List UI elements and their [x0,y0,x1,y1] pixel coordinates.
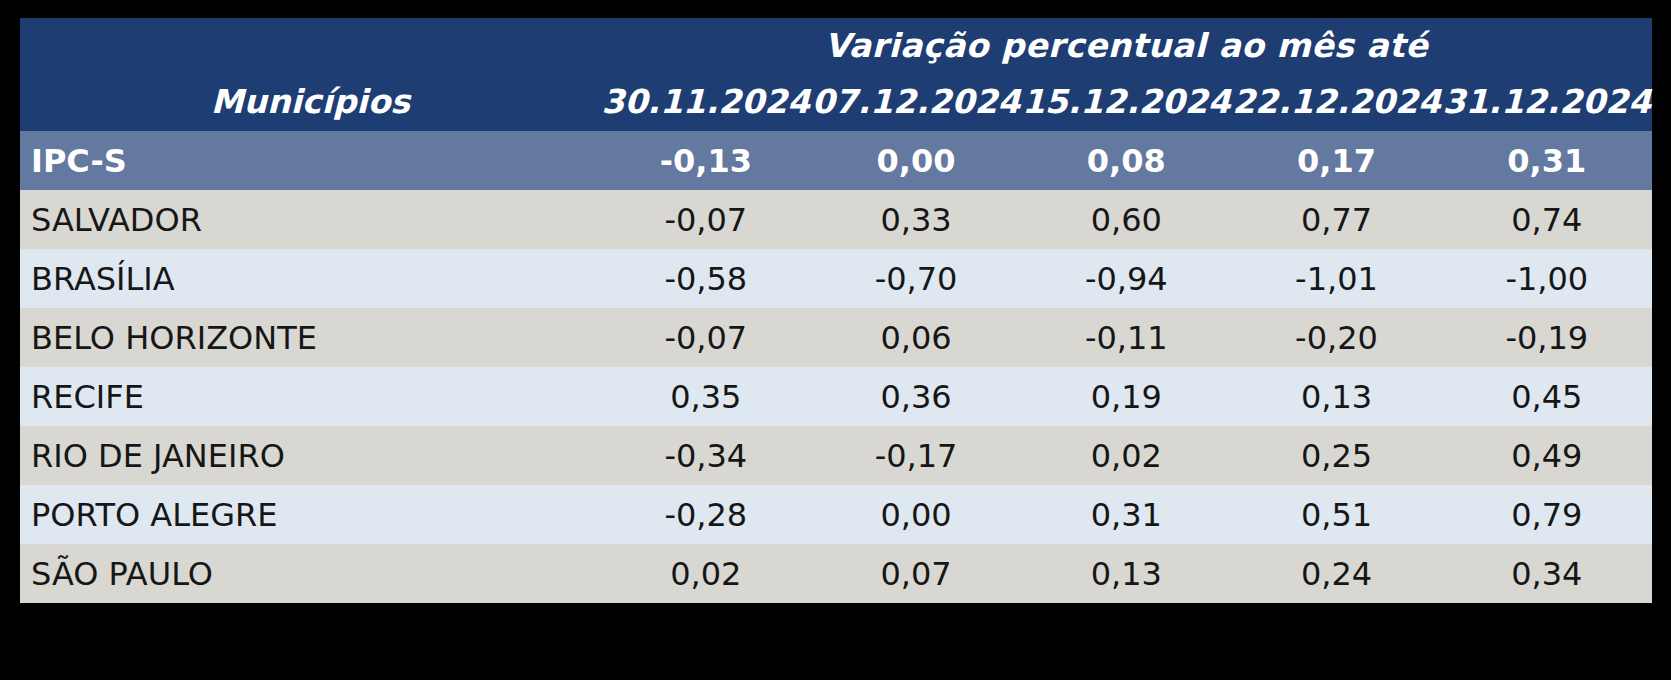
page-background: Variação percentual ao mês até Município… [0,0,1671,680]
table-row-porto-alegre: PORTO ALEGRE -0,28 0,00 0,31 0,51 0,79 [20,485,1652,544]
value-cell: 0,25 [1231,426,1441,485]
value-cell: -0,07 [601,308,811,367]
value-cell: -0,17 [811,426,1021,485]
row-label: BELO HORIZONTE [20,308,601,367]
value-cell: 0,13 [1021,544,1231,603]
table-row-rio-de-janeiro: RIO DE JANEIRO -0,34 -0,17 0,02 0,25 0,4… [20,426,1652,485]
value-cell: 0,45 [1442,367,1652,426]
row-label: SALVADOR [20,190,601,249]
value-cell: 0,24 [1231,544,1441,603]
header-group-row: Variação percentual ao mês até [20,18,1652,72]
table-row-recife: RECIFE 0,35 0,36 0,19 0,13 0,45 [20,367,1652,426]
row-label: SÃO PAULO [20,544,601,603]
table-row-sao-paulo: SÃO PAULO 0,02 0,07 0,13 0,24 0,34 [20,544,1652,603]
value-cell: -1,01 [1231,249,1441,308]
header-empty-cell [20,18,601,72]
table-row-belo-horizonte: BELO HORIZONTE -0,07 0,06 -0,11 -0,20 -0… [20,308,1652,367]
value-cell: 0,77 [1231,190,1441,249]
value-cell: 0,31 [1021,485,1231,544]
row-label-ipcs: IPC-S [20,131,601,190]
table-row-ipcs: IPC-S -0,13 0,00 0,08 0,17 0,31 [20,131,1652,190]
value-cell: -0,94 [1021,249,1231,308]
value-cell: 0,60 [1021,190,1231,249]
table-group-title: Variação percentual ao mês até [601,18,1652,72]
header-columns-row: Municípios 30.11.2024 07.12.2024 15.12.2… [20,72,1652,131]
value-cell: 0,79 [1442,485,1652,544]
value-cell: 0,02 [1021,426,1231,485]
value-cell: 0,13 [1231,367,1441,426]
column-header-date-5: 31.12.2024 [1442,72,1652,131]
value-cell: -0,34 [601,426,811,485]
value-cell: 0,06 [811,308,1021,367]
value-cell: 0,00 [811,131,1021,190]
column-header-date-1: 30.11.2024 [601,72,811,131]
value-cell: 0,19 [1021,367,1231,426]
value-cell: 0,08 [1021,131,1231,190]
value-cell: -1,00 [1442,249,1652,308]
row-label: RIO DE JANEIRO [20,426,601,485]
value-cell: -0,58 [601,249,811,308]
value-cell: 0,36 [811,367,1021,426]
value-cell: 0,07 [811,544,1021,603]
value-cell: 0,00 [811,485,1021,544]
ipc-s-municipalities-table: Variação percentual ao mês até Município… [20,18,1652,603]
table-row-brasilia: BRASÍLIA -0,58 -0,70 -0,94 -1,01 -1,00 [20,249,1652,308]
value-cell: 0,49 [1442,426,1652,485]
column-header-date-4: 22.12.2024 [1231,72,1441,131]
value-cell: -0,11 [1021,308,1231,367]
value-cell: -0,07 [601,190,811,249]
value-cell: 0,35 [601,367,811,426]
column-header-date-2: 07.12.2024 [811,72,1021,131]
value-cell: 0,17 [1231,131,1441,190]
column-header-date-3: 15.12.2024 [1021,72,1231,131]
row-label: BRASÍLIA [20,249,601,308]
value-cell: 0,34 [1442,544,1652,603]
value-cell: -0,13 [601,131,811,190]
value-cell: 0,74 [1442,190,1652,249]
value-cell: 0,51 [1231,485,1441,544]
value-cell: -0,28 [601,485,811,544]
column-header-municipios: Municípios [20,72,601,131]
value-cell: -0,20 [1231,308,1441,367]
value-cell: 0,31 [1442,131,1652,190]
value-cell: -0,19 [1442,308,1652,367]
value-cell: -0,70 [811,249,1021,308]
value-cell: 0,02 [601,544,811,603]
row-label: PORTO ALEGRE [20,485,601,544]
table-row-salvador: SALVADOR -0,07 0,33 0,60 0,77 0,74 [20,190,1652,249]
row-label: RECIFE [20,367,601,426]
value-cell: 0,33 [811,190,1021,249]
